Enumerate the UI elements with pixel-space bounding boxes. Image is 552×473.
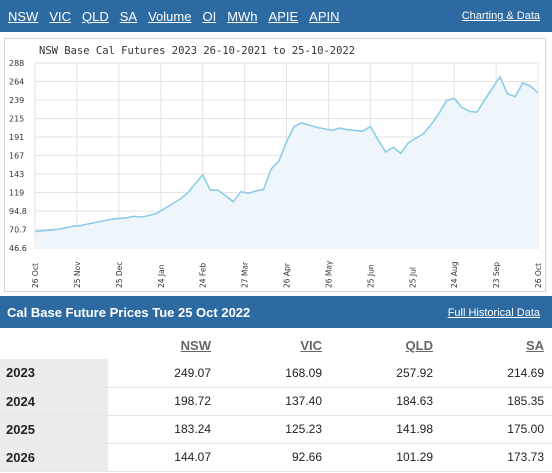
- y-tick-label: 288: [9, 59, 24, 68]
- y-tick-label: 191: [9, 133, 24, 142]
- column-header-qld[interactable]: QLD: [330, 331, 441, 359]
- table-row: 2024 198.72 137.40 184.63 185.35: [0, 387, 552, 416]
- nav-link-volume[interactable]: Volume: [148, 8, 192, 24]
- chart-canvas: 46.6 70.7 94.8 119 143 167 191 215 239 264 288 26 O…: [9, 59, 543, 288]
- x-tick-label: 25 Dec: [115, 262, 124, 288]
- row-year: 2023: [0, 359, 108, 388]
- x-tick-label: 25 Jun: [366, 264, 375, 288]
- nav-link-oi[interactable]: OI: [202, 8, 217, 24]
- x-tick-label: 27 Mar: [241, 261, 250, 288]
- nav-link-vic[interactable]: VIC: [49, 8, 72, 24]
- table-header-row: NSW VIC QLD SA: [0, 331, 552, 359]
- section-title: Cal Base Future Prices Tue 25 Oct 2022: [7, 304, 251, 320]
- nav-link-apie[interactable]: APIE: [268, 8, 299, 24]
- table-cell: 257.92: [330, 359, 441, 388]
- x-tick-label: 26 Oct: [534, 263, 543, 288]
- y-tick-label: 94.8: [9, 207, 27, 216]
- y-tick-label: 46.6: [9, 244, 27, 253]
- table-cell: 214.69: [441, 359, 552, 388]
- table-cell: 184.63: [330, 387, 441, 416]
- table-cell: 92.66: [219, 443, 330, 472]
- nav-link-apin[interactable]: APIN: [309, 8, 340, 24]
- column-header-label[interactable]: VIC: [300, 337, 322, 353]
- series-line: [34, 75, 539, 233]
- nav-link-sa[interactable]: SA: [119, 8, 138, 24]
- column-header-label[interactable]: SA: [525, 337, 544, 353]
- table-cell: 168.09: [219, 359, 330, 388]
- table-cell: 249.07: [108, 359, 219, 388]
- column-header-label[interactable]: NSW: [180, 337, 211, 353]
- x-tick-label: 26 Apr: [283, 262, 292, 288]
- x-tick-label: 26 Oct: [31, 263, 40, 288]
- full-historical-data-link[interactable]: Full Historical Data: [447, 307, 540, 319]
- column-header-vic[interactable]: VIC: [219, 331, 330, 359]
- y-tick-label: 167: [9, 152, 24, 161]
- y-tick-label: 70.7: [9, 226, 27, 235]
- table-row: 2026 144.07 92.66 101.29 173.73: [0, 443, 552, 472]
- nav-link-qld[interactable]: QLD: [82, 8, 109, 24]
- table-cell: 144.07: [108, 443, 219, 472]
- table-cell: 198.72: [108, 387, 219, 416]
- series-area-fill: [35, 76, 538, 248]
- table-cell: 173.73: [441, 443, 552, 472]
- y-tick-label: 264: [9, 78, 24, 87]
- table-cell: 175.00: [441, 415, 552, 444]
- x-tick-label: 25 Jul: [408, 267, 417, 288]
- column-header-label[interactable]: QLD: [405, 337, 433, 353]
- y-tick-label: 143: [9, 170, 24, 179]
- row-year: 2024: [0, 387, 108, 416]
- table-cell: 125.23: [219, 415, 330, 444]
- table-row: 2025 183.24 125.23 141.98 175.00: [0, 415, 552, 444]
- table-cell: 137.40: [219, 387, 330, 416]
- table-row: 2023 249.07 168.09 257.92 214.69: [0, 359, 552, 388]
- top-nav-bar: NSW VIC QLD SA Volume OI MWh APIE APIN C…: [0, 0, 552, 32]
- column-header-nsw[interactable]: NSW: [108, 331, 219, 359]
- table-cell: 141.98: [330, 415, 441, 444]
- x-tick-label: 24 Feb: [199, 263, 208, 288]
- region-nav: NSW VIC QLD SA Volume OI MWh APIE APIN: [0, 9, 351, 24]
- charting-data-link[interactable]: Charting & Data: [461, 10, 540, 22]
- chart-title: NSW Base Cal Futures 2023 26-10-2021 to …: [39, 45, 356, 57]
- table-cell: 185.35: [441, 387, 552, 416]
- x-tick-label: 25 Nov: [73, 261, 82, 288]
- x-tick-label: 24 Aug: [450, 261, 459, 288]
- row-year: 2025: [0, 415, 108, 444]
- table-cell: 101.29: [330, 443, 441, 472]
- column-header-sa[interactable]: SA: [441, 331, 552, 359]
- price-chart: 46.6 70.7 94.8 119 143 167 191 215 239 264 288 26 O…: [4, 38, 546, 292]
- y-tick-label: 215: [9, 115, 24, 124]
- table-corner: [0, 331, 108, 359]
- x-tick-label: 23 Sep: [492, 262, 501, 288]
- y-tick-label: 119: [9, 189, 24, 198]
- table-cell: 183.24: [108, 415, 219, 444]
- x-tick-label: 26 May: [324, 260, 333, 288]
- row-year: 2026: [0, 443, 108, 472]
- y-tick-label: 239: [9, 96, 24, 105]
- nav-link-nsw[interactable]: NSW: [8, 8, 39, 24]
- prices-section-header: Cal Base Future Prices Tue 25 Oct 2022 F…: [0, 296, 552, 328]
- prices-table: NSW VIC QLD SA 2023 249.07 168.09 257.92…: [0, 331, 552, 472]
- nav-link-mwh[interactable]: MWh: [227, 8, 258, 24]
- x-tick-label: 24 Jan: [157, 264, 166, 288]
